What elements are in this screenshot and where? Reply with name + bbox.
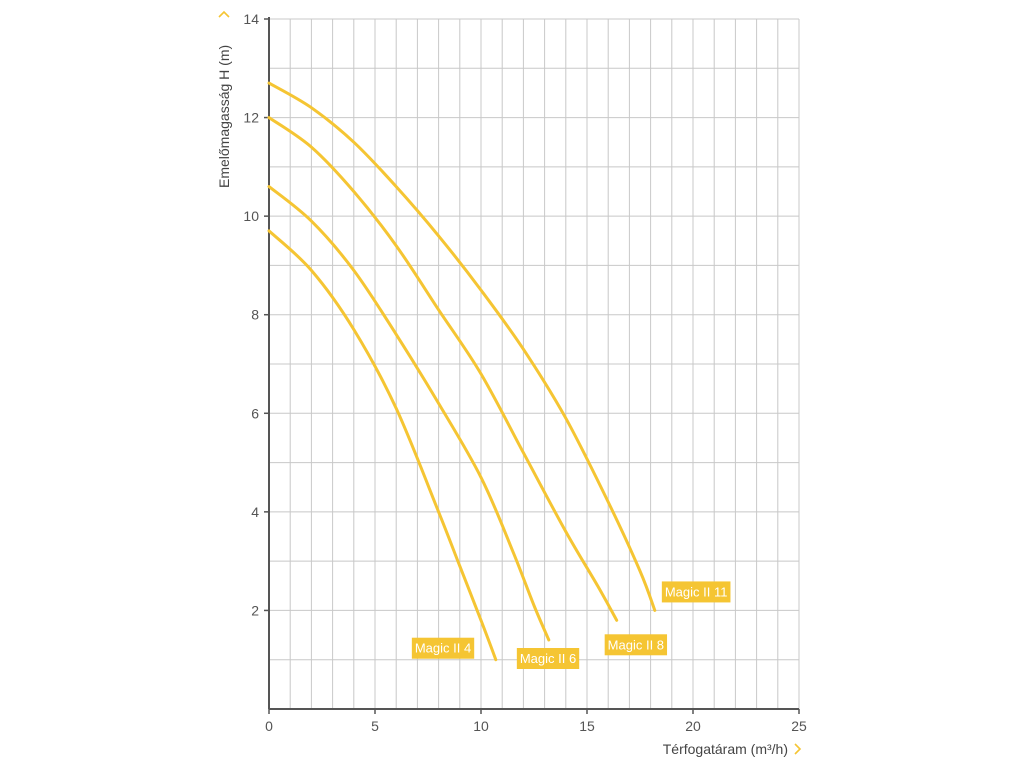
x-tick-label: 5 — [371, 718, 379, 734]
axes — [268, 17, 799, 710]
x-tick-labels: 0 5 10 15 20 25 — [265, 709, 807, 734]
series-labels: Magic II 4 Magic II 6 Magic II 8 Magic II 1… — [411, 581, 731, 669]
y-tick-labels: 2 4 6 8 10 12 14 — [243, 11, 269, 618]
series-label-text: Magic II 11 — [665, 584, 728, 599]
series-line-magic-ii-11 — [267, 81, 657, 612]
x-tick-label: 15 — [579, 718, 595, 734]
series-label-box — [411, 637, 475, 659]
series-label-text: Magic II 6 — [520, 651, 576, 666]
series-label-box — [604, 634, 668, 656]
series-line-magic-ii-6 — [267, 185, 551, 642]
y-tick-label: 8 — [251, 307, 259, 323]
grid — [269, 18, 800, 709]
y-axis-chevron-icon — [218, 10, 230, 18]
series-label: Magic II 8 — [604, 634, 668, 656]
series-label-box — [661, 581, 731, 603]
y-tick-label: 6 — [251, 405, 259, 421]
series-label-text: Magic II 4 — [415, 641, 471, 656]
y-tick-label: 12 — [243, 110, 259, 126]
series-label: Magic II 11 — [661, 581, 731, 603]
series-label: Magic II 6 — [516, 648, 580, 669]
y-tick-label: 2 — [251, 602, 259, 618]
y-tick-label: 10 — [243, 208, 259, 224]
y-tick-label: 4 — [251, 504, 259, 520]
y-axis-title: Emelőmagasság H (m) — [216, 45, 232, 188]
series-line-magic-ii-8 — [267, 116, 619, 622]
x-tick-label: 0 — [265, 718, 273, 734]
x-axis-chevron-icon — [794, 743, 802, 755]
x-axis-title: Térfogatáram (m³/h) — [663, 741, 788, 757]
series-label: Magic II 4 — [411, 637, 475, 659]
series-label-text: Magic II 8 — [608, 637, 664, 652]
series-line-magic-ii-4 — [267, 229, 498, 662]
y-tick-label: 14 — [243, 11, 259, 27]
series-label-box — [516, 648, 580, 669]
x-tick-label: 10 — [473, 718, 489, 734]
pump-curves — [267, 81, 657, 662]
x-tick-label: 20 — [685, 718, 701, 734]
x-tick-label: 25 — [791, 718, 807, 734]
